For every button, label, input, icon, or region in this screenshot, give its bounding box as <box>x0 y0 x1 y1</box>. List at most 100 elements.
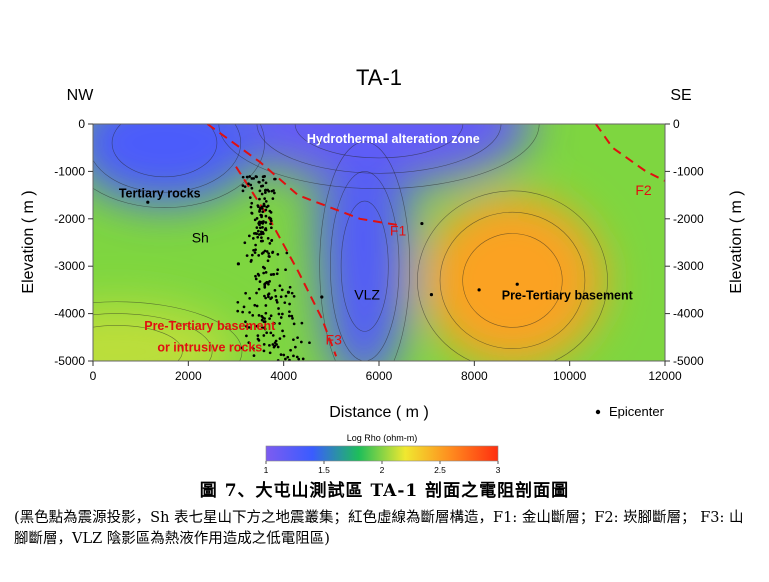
y-tick-label-left: -1000 <box>54 164 85 178</box>
epicenter-point <box>256 226 259 229</box>
epicenter-point <box>277 346 280 349</box>
epicenter-point <box>281 289 284 292</box>
epicenter-point <box>284 358 287 361</box>
epicenter-point <box>272 334 275 337</box>
epicenter-point <box>269 242 272 245</box>
epicenter-point <box>269 222 272 225</box>
epicenter-point <box>242 184 245 187</box>
epicenter-point <box>283 301 286 304</box>
epicenter-point <box>267 252 270 255</box>
epicenter-point <box>241 311 244 314</box>
epicenter-point <box>296 336 299 339</box>
epicenter-point <box>288 310 291 313</box>
epicenter-point <box>253 304 256 307</box>
epicenter-point <box>291 292 294 295</box>
epicenter-point <box>265 304 268 307</box>
epicenter-point <box>242 190 245 193</box>
epicenter-point <box>263 197 266 200</box>
epicenter-point <box>257 205 260 208</box>
epicenter-point <box>290 315 293 318</box>
epicenter-point <box>261 210 264 213</box>
colorbar-tick-label: 3 <box>496 465 501 475</box>
epicenter-point <box>257 254 260 257</box>
epicenter-point <box>269 217 272 220</box>
epicenter-point <box>262 272 265 275</box>
chart-title: TA-1 <box>356 65 402 90</box>
epicenter-point <box>244 292 247 295</box>
figure-caption-note: (黑色點為震源投影，Sh 表七星山下方之地震叢集；紅色虛線為斷層構造，F1: 金… <box>14 508 754 550</box>
epicenter-point <box>286 356 289 359</box>
epicenter-point <box>265 271 268 274</box>
epicenter-point <box>270 296 273 299</box>
x-tick-label: 2000 <box>175 369 202 383</box>
epicenter-point <box>278 313 281 316</box>
epicenter-point <box>280 295 283 298</box>
epicenter-point <box>261 226 264 229</box>
epicenter-point <box>258 198 261 201</box>
epicenter-point <box>273 346 276 349</box>
epicenter-point <box>257 334 260 337</box>
epicenter-point <box>250 202 253 205</box>
epicenter-legend-marker <box>596 410 600 414</box>
x-tick-label: 8000 <box>461 369 488 383</box>
epicenter-point <box>278 322 281 325</box>
epicenter-point <box>261 252 264 255</box>
direction-label-se: SE <box>670 87 691 104</box>
epicenter-point <box>252 237 255 240</box>
epicenter-point <box>256 305 259 308</box>
epicenter-point <box>264 297 267 300</box>
y-tick-label-left: -5000 <box>54 354 85 368</box>
figure-caption-title: 圖 7、大屯山測試區 TA-1 剖面之電阻剖面圖 <box>0 476 769 501</box>
epicenter-point <box>255 278 258 281</box>
epicenter-point <box>270 211 273 214</box>
y-tick-label-left: -2000 <box>54 212 85 226</box>
x-tick-label: 0 <box>90 369 97 383</box>
colorbar-tick-label: 1 <box>264 465 269 475</box>
epicenter-point <box>264 209 267 212</box>
x-tick-label: 12000 <box>648 369 682 383</box>
colorbar-tick-label: 1.5 <box>318 465 330 475</box>
annotation-8: F2 <box>635 182 652 198</box>
epicenter-point <box>259 214 262 217</box>
epicenter-point <box>274 295 277 298</box>
epicenter-point <box>271 343 274 346</box>
epicenter-point <box>262 175 265 178</box>
annotation-7: F1 <box>390 222 407 238</box>
epicenter-point <box>237 262 240 265</box>
epicenter-point <box>259 280 262 283</box>
epicenter-point <box>292 338 295 341</box>
y-axis-label-right: Elevation ( m ) <box>728 190 745 293</box>
epicenter-point <box>246 176 249 179</box>
x-tick-label: 6000 <box>366 369 393 383</box>
epicenter-point <box>251 254 254 257</box>
y-tick-label-right: -3000 <box>673 259 704 273</box>
epicenter-point <box>277 307 280 310</box>
epicenter-point <box>478 288 481 291</box>
y-tick-label-right: -5000 <box>673 354 704 368</box>
epicenter-point <box>267 259 270 262</box>
epicenter-point <box>271 251 274 254</box>
annotation-4: Pre-Tertiary basement <box>502 288 634 302</box>
colorbar-ticks: 1 1.5 2 2.5 3 <box>264 461 501 475</box>
epicenter-point <box>250 206 253 209</box>
y-tick-label-right: -1000 <box>673 164 704 178</box>
x-tick-label: 10000 <box>553 369 587 383</box>
epicenter-point <box>270 226 273 229</box>
epicenter-point <box>243 241 246 244</box>
x-tick-label: 4000 <box>270 369 297 383</box>
direction-label-nw: NW <box>67 87 95 104</box>
plot-area <box>0 59 665 401</box>
epicenter-point <box>281 330 284 333</box>
y-tick-label-right: -2000 <box>673 212 704 226</box>
y-tick-label-left: -4000 <box>54 307 85 321</box>
epicenter-point <box>253 232 256 235</box>
epicenter-point <box>246 254 249 257</box>
epicenter-point <box>263 267 266 270</box>
epicenter-point <box>264 312 267 315</box>
epicenter-point <box>282 354 285 357</box>
epicenter-point <box>420 222 423 225</box>
epicenter-point <box>264 189 267 192</box>
epicenter-point <box>281 313 284 316</box>
epicenter-point <box>247 182 250 185</box>
epicenter-point <box>251 177 254 180</box>
